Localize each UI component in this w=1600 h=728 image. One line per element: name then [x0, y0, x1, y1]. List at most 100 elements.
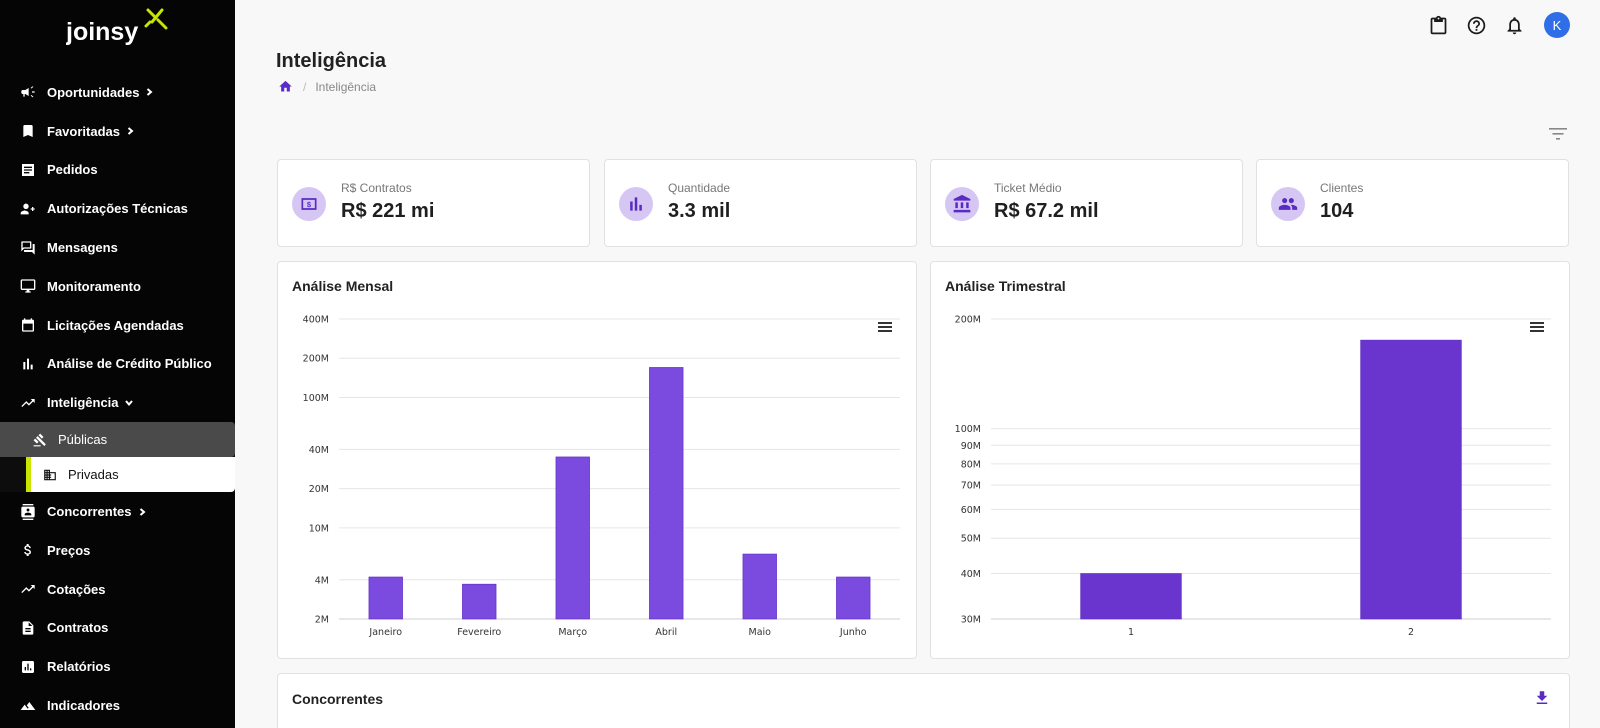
stat-card-contracts: $ R$ Contratos R$ 221 mi	[277, 159, 590, 247]
sidebar-item-label: Oportunidades	[47, 84, 140, 100]
avatar[interactable]: K	[1544, 12, 1570, 38]
sidebar-item-inteligencia[interactable]: Inteligência	[0, 383, 235, 422]
stat-value: 104	[1320, 200, 1354, 222]
document-icon	[20, 620, 36, 636]
sidebar-item-precos[interactable]: Preços	[0, 531, 235, 570]
chevron-right-icon	[125, 126, 135, 136]
bar[interactable]	[368, 576, 403, 620]
sidebar-item-contratos[interactable]: Contratos	[0, 609, 235, 648]
sidebar-item-indicadores[interactable]: Indicadores	[0, 686, 235, 725]
y-tick-label: 100M	[955, 424, 981, 435]
monitor-icon	[20, 278, 36, 294]
chat-icon	[20, 240, 36, 256]
clipboard-icon[interactable]	[1428, 15, 1449, 36]
sidebar-item-label: Indicadores	[47, 698, 120, 714]
sidebar-subitem-privadas[interactable]: Privadas	[26, 457, 235, 493]
stat-card-ticket: Ticket Médio R$ 67.2 mil	[930, 159, 1243, 247]
bar[interactable]	[649, 367, 684, 620]
bar[interactable]	[555, 456, 590, 620]
sidebar-item-oportunidades[interactable]: Oportunidades	[0, 73, 235, 112]
breadcrumb-current: Inteligência	[315, 79, 377, 94]
y-tick-label: 4M	[315, 575, 329, 586]
sidebar-item-relatorios[interactable]: Relatórios	[0, 647, 235, 686]
gavel-icon	[33, 433, 47, 447]
stat-value: R$ 221 mi	[341, 200, 435, 222]
y-tick-label: 90M	[961, 441, 981, 452]
competitors-title: Concorrentes	[292, 691, 384, 707]
sidebar-item-concorrentes[interactable]: Concorrentes	[0, 492, 235, 531]
bar[interactable]	[836, 576, 871, 620]
bell-icon[interactable]	[1504, 15, 1525, 36]
y-tick-label: 400M	[303, 315, 329, 326]
sidebar-item-label: Cotações	[47, 581, 106, 597]
sidebar-item-analise-de-credito-publico[interactable]: Análise de Crédito Público	[0, 345, 235, 384]
y-tick-label: 100M	[303, 393, 329, 404]
x-tick-label: 2	[1408, 627, 1414, 638]
trending-icon	[20, 395, 36, 411]
bookmark-icon	[20, 123, 36, 139]
y-tick-label: 60M	[961, 505, 981, 516]
sidebar: joinsy Oportunidades Favoritadas Pedidos Au…	[0, 0, 235, 728]
chart-title: Análise Mensal	[292, 278, 394, 294]
bar[interactable]	[742, 553, 777, 620]
bar[interactable]	[1360, 339, 1462, 620]
chevron-right-icon	[144, 87, 154, 97]
sidebar-item-favoritadas[interactable]: Favoritadas	[0, 112, 235, 151]
monthly-chart: 2M 4M 10M 20M 40M 100M 200M 400M Janeiro Fevereir…	[303, 315, 900, 638]
user-settings-icon	[20, 201, 36, 217]
stat-value: 3.3 mil	[668, 200, 731, 222]
landscape-icon	[20, 698, 36, 714]
home-icon[interactable]	[278, 79, 293, 94]
people-icon	[1271, 187, 1305, 221]
y-tick-label: 30M	[961, 615, 981, 626]
download-icon[interactable]	[1533, 689, 1551, 707]
x-tick-label: Março	[558, 627, 587, 638]
svg-text:joinsy: joinsy	[66, 18, 138, 46]
x-tick-label: Janeiro	[368, 627, 402, 638]
list-icon	[20, 162, 36, 178]
sidebar-item-cotacoes[interactable]: Cotações	[0, 570, 235, 609]
y-tick-label: 80M	[961, 459, 981, 470]
y-tick-label: 10M	[309, 523, 329, 534]
quarterly-chart: 30M 40M 50M 60M 70M 80M 90M 100M 200M 1 2	[955, 315, 1551, 638]
chart-menu-icon[interactable]	[877, 320, 893, 334]
bank-icon	[945, 187, 979, 221]
sidebar-item-label: Relatórios	[47, 659, 111, 675]
sidebar-item-label: Concorrentes	[47, 504, 132, 520]
building-icon	[43, 468, 57, 482]
sidebar-item-pedidos[interactable]: Pedidos	[0, 151, 235, 190]
trending-icon	[20, 581, 36, 597]
sidebar-item-autorizacoes-tecnicas[interactable]: Autorizações Técnicas	[0, 189, 235, 228]
stat-value: R$ 67.2 mil	[994, 200, 1099, 222]
sidebar-item-label: Favoritadas	[47, 123, 120, 139]
stat-label: Quantidade	[668, 181, 731, 195]
bar[interactable]	[1080, 573, 1182, 620]
y-tick-label: 200M	[303, 354, 329, 365]
y-tick-label: 70M	[961, 481, 981, 492]
topbar: K	[1428, 12, 1570, 38]
monthly-chart-card: Análise Mensal 2M 4M 10M 20M 40M 100M 200M 400M…	[277, 261, 917, 659]
sidebar-item-licitacoes-agendadas[interactable]: Licitações Agendadas	[0, 306, 235, 345]
y-tick-label: 50M	[961, 534, 981, 545]
filter-icon[interactable]	[1549, 127, 1567, 141]
sidebar-subitem-publicas[interactable]: Públicas	[0, 422, 235, 458]
stat-card-clients: Clientes 104	[1256, 159, 1569, 247]
sidebar-item-mensagens[interactable]: Mensagens	[0, 228, 235, 267]
sidebar-item-label: Mensagens	[47, 240, 118, 256]
x-tick-label: Junho	[839, 627, 867, 638]
quarterly-chart-card: Análise Trimestral 30M 40M 50M 60M 70M 80M 90M…	[930, 261, 1570, 659]
help-icon[interactable]	[1466, 15, 1487, 36]
stat-label: Clientes	[1320, 181, 1364, 195]
chart-menu-icon[interactable]	[1529, 320, 1545, 334]
bar[interactable]	[462, 583, 497, 620]
x-tick-label: 1	[1128, 627, 1134, 638]
money-icon: $	[292, 187, 326, 221]
x-tick-label: Maio	[749, 627, 772, 638]
sidebar-item-label: Preços	[47, 542, 91, 558]
sidebar-item-monitoramento[interactable]: Monitoramento	[0, 267, 235, 306]
contact-icon	[20, 503, 36, 520]
y-tick-label: 40M	[309, 445, 329, 456]
dollar-icon	[20, 542, 36, 558]
sidebar-subitem-label: Privadas	[68, 467, 119, 483]
joinsy-logo[interactable]: joinsy	[66, 6, 176, 48]
